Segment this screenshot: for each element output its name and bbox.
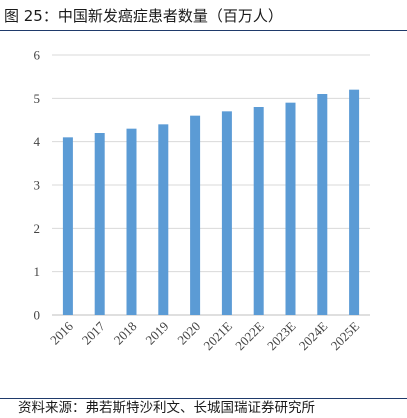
source-note: 资料来源：弗若斯特沙利文、长城国瑞证券研究所 [18,400,315,416]
y-tick-label-0: 0 [34,308,41,323]
x-tick-label-2020: 2020 [174,319,203,348]
bar-2018 [126,128,137,315]
bar-2021E [221,111,232,315]
bar-2025E [349,89,360,315]
bar-2020 [190,115,201,316]
x-tick-label-2018: 2018 [111,319,140,348]
y-tick-label-4: 4 [34,134,41,149]
x-tick-label-2017: 2017 [79,318,108,347]
x-tick-label-2025E: 2025E [328,318,363,353]
y-tick-label-1: 1 [34,264,41,279]
bar-2022E [253,107,264,315]
y-tick-label-3: 3 [34,178,41,193]
title-divider [0,30,407,31]
bar-2017 [94,133,105,315]
bar-2023E [285,102,296,316]
y-tick-label-6: 6 [34,48,41,63]
x-tick-label-2023E: 2023E [264,318,299,353]
bar-2016 [62,137,73,315]
x-tick-label-2024E: 2024E [296,318,331,353]
bar-2019 [158,124,169,315]
chart-title: 图 25：中国新发癌症患者数量（百万人） [4,7,283,25]
bar-chart: 0 1 2 3 4 5 6 2016 2017 2018 2019 2020 2021E 2022E 202… [0,32,407,397]
x-tick-label-2021E: 2021E [200,318,235,353]
bar-2024E [317,94,328,315]
x-tick-label-2019: 2019 [142,319,171,348]
source-divider [0,398,407,399]
y-tick-label-2: 2 [34,221,41,236]
x-tick-label-2016: 2016 [47,318,76,347]
y-tick-label-5: 5 [34,91,41,106]
x-tick-label-2022E: 2022E [232,318,267,353]
